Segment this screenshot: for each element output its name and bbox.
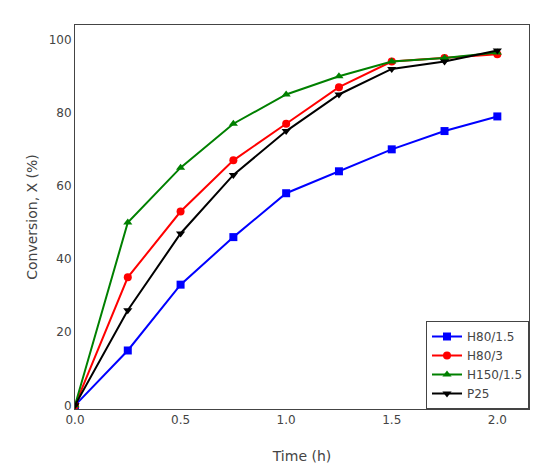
svg-text:H150/1.5: H150/1.5 bbox=[467, 368, 522, 382]
svg-text:Time (h): Time (h) bbox=[272, 448, 332, 464]
svg-text:60: 60 bbox=[56, 179, 71, 193]
svg-text:20: 20 bbox=[56, 325, 71, 339]
svg-text:H80/3: H80/3 bbox=[467, 349, 503, 363]
svg-text:Conversion, X (%): Conversion, X (%) bbox=[24, 154, 40, 280]
svg-text:H80/1.5: H80/1.5 bbox=[467, 330, 514, 344]
svg-text:0.5: 0.5 bbox=[171, 413, 190, 427]
svg-text:0.0: 0.0 bbox=[65, 413, 84, 427]
svg-text:40: 40 bbox=[56, 252, 71, 266]
svg-text:0: 0 bbox=[64, 399, 72, 413]
svg-text:1.5: 1.5 bbox=[382, 413, 401, 427]
svg-text:100: 100 bbox=[49, 33, 72, 47]
svg-text:P25: P25 bbox=[467, 387, 490, 401]
svg-text:2.0: 2.0 bbox=[488, 413, 507, 427]
svg-text:1.0: 1.0 bbox=[277, 413, 296, 427]
svg-text:80: 80 bbox=[56, 106, 71, 120]
